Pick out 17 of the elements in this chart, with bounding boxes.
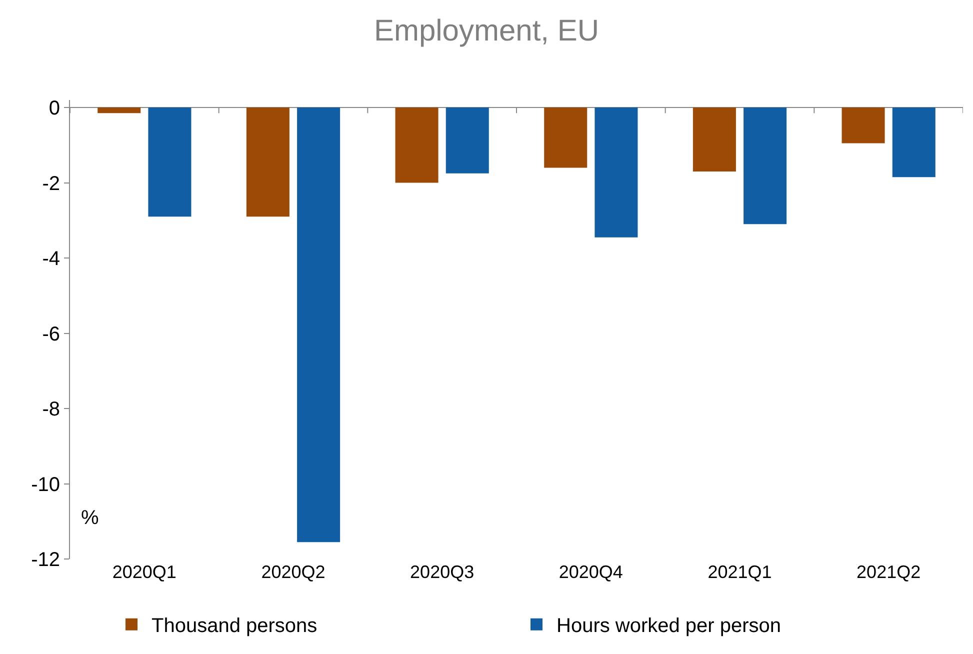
y-tick-label: -12 — [31, 549, 60, 571]
legend-label: Thousand persons — [152, 615, 318, 638]
y-tick-label: 0 — [48, 98, 60, 120]
x-tick-label: 2021Q2 — [856, 562, 921, 582]
chart-title: Employment, EU — [374, 14, 600, 48]
x-tick-label: 2021Q1 — [708, 562, 772, 582]
y-tick-label: -10 — [31, 474, 60, 496]
y-axis-title: % — [81, 507, 99, 529]
y-tick-label: -2 — [42, 172, 60, 195]
y-tick-label: -6 — [42, 323, 60, 346]
y-tick-label: -8 — [42, 398, 60, 421]
x-tick-label: 2020Q2 — [261, 562, 326, 582]
x-tick-label: 2020Q1 — [112, 562, 176, 582]
x-tick-label: 2020Q4 — [558, 562, 623, 582]
y-tick-label: -4 — [42, 248, 60, 270]
legend-label: Hours worked per person — [556, 615, 782, 638]
x-tick-label: 2020Q3 — [410, 562, 474, 582]
